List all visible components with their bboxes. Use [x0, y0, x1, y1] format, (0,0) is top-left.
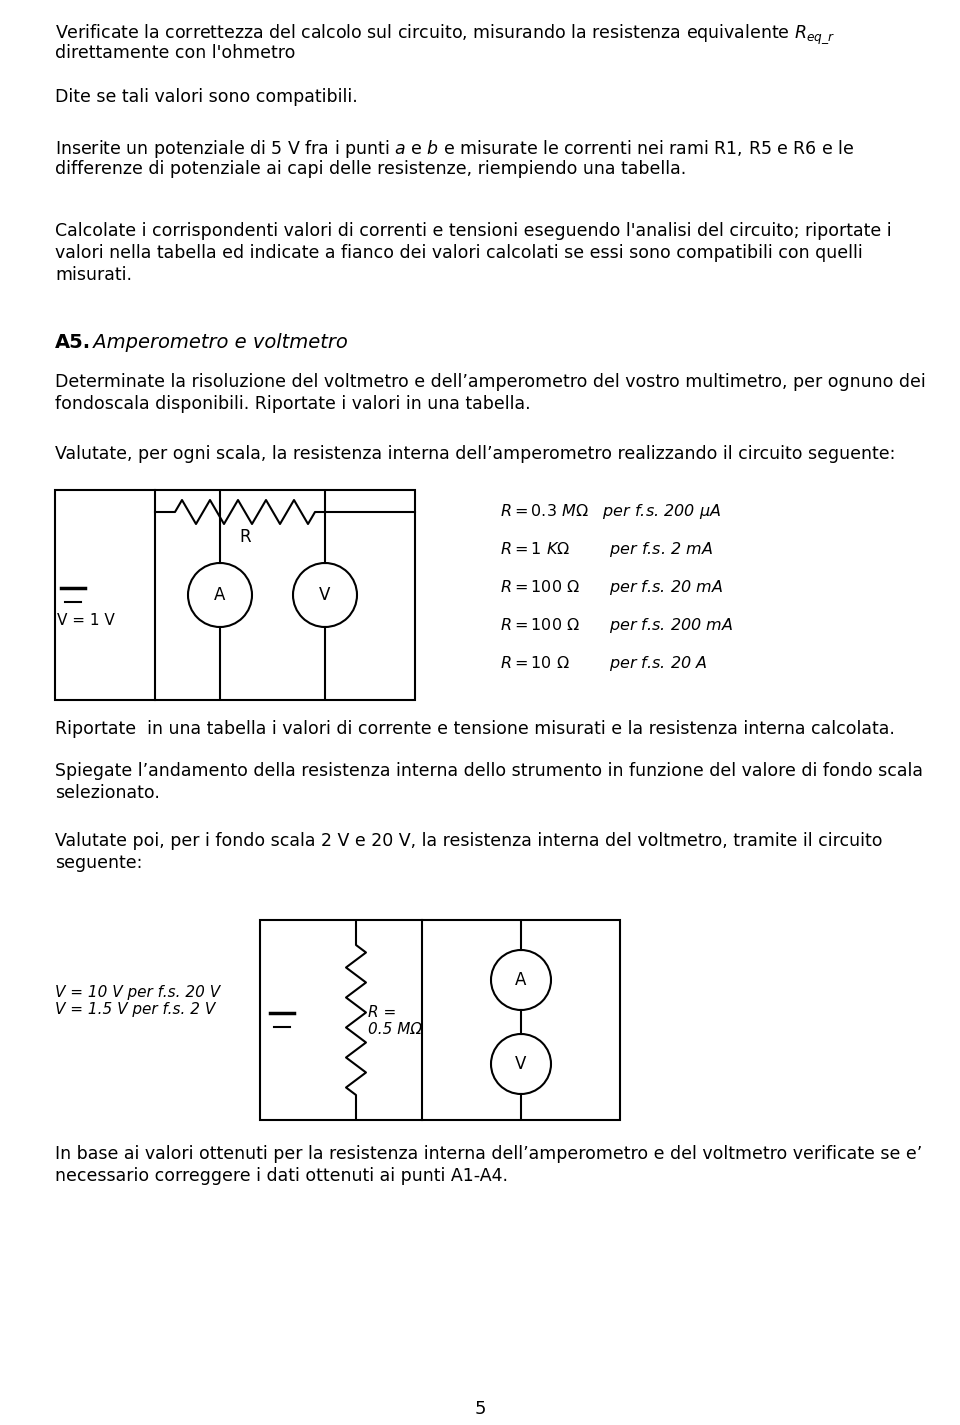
Text: $R = 10\ \Omega$        per f.s. 20 A: $R = 10\ \Omega$ per f.s. 20 A: [500, 654, 708, 673]
Text: Inserite un potenziale di 5 V fra i punti $a$ e $b$ e misurate le correnti nei r: Inserite un potenziale di 5 V fra i punt…: [55, 138, 854, 160]
Text: Riportate  in una tabella i valori di corrente e tensione misurati e la resisten: Riportate in una tabella i valori di cor…: [55, 720, 895, 738]
Text: direttamente con l'ohmetro: direttamente con l'ohmetro: [55, 44, 296, 63]
Text: differenze di potenziale ai capi delle resistenze, riempiendo una tabella.: differenze di potenziale ai capi delle r…: [55, 160, 686, 178]
Text: V = 10 V per f.s. 20 V
V = 1.5 V per f.s. 2 V: V = 10 V per f.s. 20 V V = 1.5 V per f.s…: [55, 985, 220, 1017]
Text: Spiegate l’andamento della resistenza interna dello strumento in funzione del va: Spiegate l’andamento della resistenza in…: [55, 762, 923, 779]
Text: 5: 5: [474, 1399, 486, 1418]
Text: misurati.: misurati.: [55, 266, 132, 284]
Text: fondoscala disponibili. Riportate i valori in una tabella.: fondoscala disponibili. Riportate i valo…: [55, 395, 531, 413]
Bar: [55, 490, 415, 700]
Text: Determinate la risoluzione del voltmetro e dell’amperometro del vostro multimetr: Determinate la risoluzione del voltmetro…: [55, 373, 925, 390]
Text: seguente:: seguente:: [55, 854, 142, 872]
Text: Valutate poi, per i fondo scala 2 V e 20 V, la resistenza interna del voltmetro,: Valutate poi, per i fondo scala 2 V e 20…: [55, 832, 882, 849]
Text: valori nella tabella ed indicate a fianco dei valori calcolati se essi sono comp: valori nella tabella ed indicate a fianc…: [55, 244, 863, 262]
Text: $R = 1\ K\Omega$        per f.s. 2 mA: $R = 1\ K\Omega$ per f.s. 2 mA: [500, 540, 713, 559]
Text: R =
0.5 MΩ: R = 0.5 MΩ: [368, 1005, 422, 1037]
Text: $R = 0.3\ M\Omega$   per f.s. 200 $\mu$A: $R = 0.3\ M\Omega$ per f.s. 200 $\mu$A: [500, 502, 721, 522]
Text: Amperometro e voltmetro: Amperometro e voltmetro: [87, 333, 348, 352]
Text: $R = 100\ \Omega$      per f.s. 20 mA: $R = 100\ \Omega$ per f.s. 20 mA: [500, 579, 723, 597]
Text: necessario correggere i dati ottenuti ai punti A1-A4.: necessario correggere i dati ottenuti ai…: [55, 1167, 508, 1186]
Text: In base ai valori ottenuti per la resistenza interna dell’amperometro e del volt: In base ai valori ottenuti per la resist…: [55, 1146, 923, 1163]
Text: Verificate la correttezza del calcolo sul circuito, misurando la resistenza equi: Verificate la correttezza del calcolo su…: [55, 21, 835, 46]
Text: V: V: [516, 1054, 527, 1073]
Text: V = 1 V: V = 1 V: [57, 613, 115, 628]
Text: A5.: A5.: [55, 333, 91, 352]
Text: selezionato.: selezionato.: [55, 784, 160, 802]
Text: R: R: [239, 529, 251, 546]
Text: Dite se tali valori sono compatibili.: Dite se tali valori sono compatibili.: [55, 88, 358, 105]
Text: $R = 100\ \Omega$      per f.s. 200 mA: $R = 100\ \Omega$ per f.s. 200 mA: [500, 616, 733, 636]
Text: A: A: [214, 586, 226, 604]
Text: Calcolate i corrispondenti valori di correnti e tensioni eseguendo l'analisi del: Calcolate i corrispondenti valori di cor…: [55, 222, 892, 239]
Text: V: V: [320, 586, 330, 604]
Text: A: A: [516, 970, 527, 989]
Bar: [260, 921, 620, 1120]
Text: Valutate, per ogni scala, la resistenza interna dell’amperometro realizzando il : Valutate, per ogni scala, la resistenza …: [55, 445, 896, 463]
